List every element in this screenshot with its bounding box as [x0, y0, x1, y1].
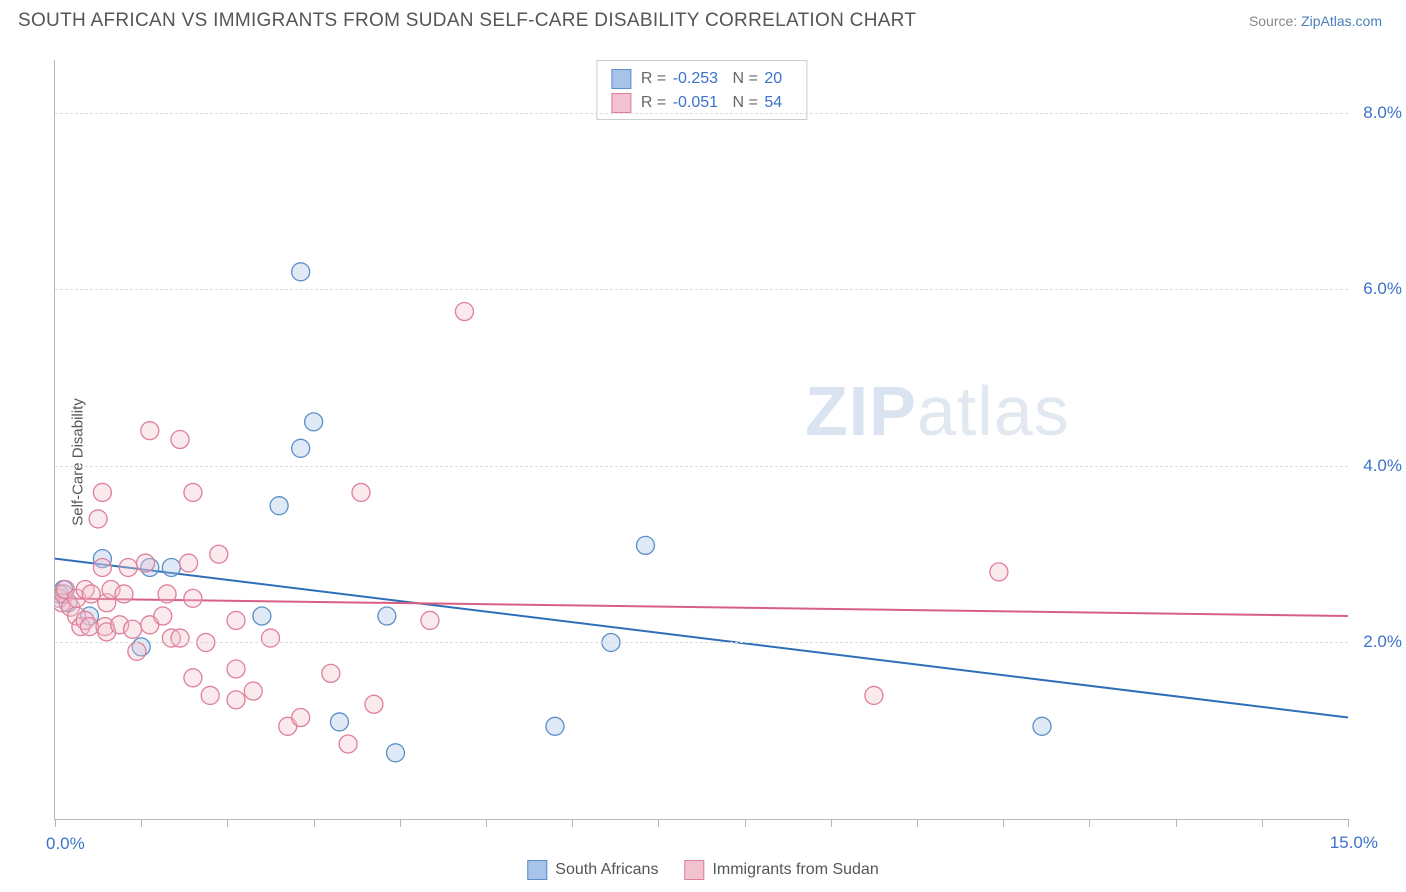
- data-point-immigrants_sudan: [339, 735, 357, 753]
- source-attribution: Source: ZipAtlas.com: [1249, 13, 1382, 29]
- data-point-immigrants_sudan: [262, 629, 280, 647]
- data-point-south_africans: [636, 536, 654, 554]
- x-tick: [314, 819, 315, 827]
- data-point-immigrants_sudan: [210, 545, 228, 563]
- trend-line-immigrants_sudan: [55, 598, 1348, 616]
- x-tick: [1262, 819, 1263, 827]
- data-point-immigrants_sudan: [119, 558, 137, 576]
- data-point-immigrants_sudan: [171, 431, 189, 449]
- y-tick-label: 4.0%: [1363, 456, 1402, 476]
- data-point-south_africans: [162, 558, 180, 576]
- series-a-label: South Africans: [555, 861, 658, 879]
- data-point-immigrants_sudan: [227, 611, 245, 629]
- data-point-immigrants_sudan: [322, 664, 340, 682]
- data-point-immigrants_sudan: [421, 611, 439, 629]
- scatter-svg: [55, 60, 1348, 819]
- data-point-south_africans: [1033, 717, 1051, 735]
- data-point-south_africans: [546, 717, 564, 735]
- x-tick: [227, 819, 228, 827]
- data-point-immigrants_sudan: [227, 660, 245, 678]
- x-tick: [486, 819, 487, 827]
- series-b-label: Immigrants from Sudan: [712, 861, 878, 879]
- data-point-south_africans: [270, 497, 288, 515]
- data-point-immigrants_sudan: [365, 695, 383, 713]
- y-tick-label: 2.0%: [1363, 632, 1402, 652]
- data-point-immigrants_sudan: [180, 554, 198, 572]
- x-tick: [1176, 819, 1177, 827]
- data-point-immigrants_sudan: [184, 483, 202, 501]
- data-point-south_africans: [378, 607, 396, 625]
- data-point-immigrants_sudan: [227, 691, 245, 709]
- legend-swatch-a: [527, 860, 547, 880]
- data-point-immigrants_sudan: [137, 554, 155, 572]
- data-point-immigrants_sudan: [115, 585, 133, 603]
- gridline: [55, 466, 1348, 467]
- data-point-immigrants_sudan: [201, 686, 219, 704]
- r-value-a: -0.253: [673, 70, 718, 87]
- correlation-legend: R = -0.253 N = 20 R = -0.051 N = 54: [596, 60, 807, 120]
- gridline: [55, 642, 1348, 643]
- data-point-immigrants_sudan: [89, 510, 107, 528]
- source-prefix: Source:: [1249, 13, 1301, 29]
- x-axis-min-label: 0.0%: [46, 834, 85, 854]
- r-label: R =: [641, 70, 666, 87]
- series-legend: South Africans Immigrants from Sudan: [527, 860, 878, 880]
- data-point-immigrants_sudan: [865, 686, 883, 704]
- data-point-immigrants_sudan: [184, 669, 202, 687]
- x-tick: [55, 819, 56, 827]
- data-point-immigrants_sudan: [154, 607, 172, 625]
- data-point-immigrants_sudan: [184, 589, 202, 607]
- data-point-immigrants_sudan: [292, 709, 310, 727]
- data-point-south_africans: [330, 713, 348, 731]
- legend-swatch-b: [611, 93, 631, 113]
- data-point-south_africans: [253, 607, 271, 625]
- x-tick: [745, 819, 746, 827]
- data-point-south_africans: [292, 263, 310, 281]
- n-label: N =: [733, 94, 758, 111]
- data-point-south_africans: [386, 744, 404, 762]
- chart-title: SOUTH AFRICAN VS IMMIGRANTS FROM SUDAN S…: [18, 10, 916, 32]
- r-value-b: -0.051: [673, 94, 718, 111]
- n-value-a: 20: [764, 70, 782, 87]
- x-tick: [917, 819, 918, 827]
- data-point-immigrants_sudan: [352, 483, 370, 501]
- y-tick-label: 8.0%: [1363, 103, 1402, 123]
- chart-container: Self-Care Disability ZIPatlas R = -0.253…: [18, 42, 1388, 882]
- gridline: [55, 113, 1348, 114]
- x-tick: [658, 819, 659, 827]
- data-point-immigrants_sudan: [128, 642, 146, 660]
- data-point-immigrants_sudan: [158, 585, 176, 603]
- data-point-immigrants_sudan: [93, 483, 111, 501]
- legend-item-a: South Africans: [527, 860, 658, 880]
- source-link[interactable]: ZipAtlas.com: [1301, 13, 1382, 29]
- x-tick: [141, 819, 142, 827]
- x-axis-max-label: 15.0%: [1330, 833, 1378, 853]
- r-label: R =: [641, 94, 666, 111]
- data-point-immigrants_sudan: [171, 629, 189, 647]
- legend-swatch-b: [684, 860, 704, 880]
- legend-row-series-a: R = -0.253 N = 20: [611, 67, 792, 91]
- gridline: [55, 289, 1348, 290]
- data-point-south_africans: [292, 439, 310, 457]
- x-tick: [572, 819, 573, 827]
- legend-swatch-a: [611, 69, 631, 89]
- data-point-immigrants_sudan: [141, 422, 159, 440]
- x-tick: [1003, 819, 1004, 827]
- legend-item-b: Immigrants from Sudan: [684, 860, 878, 880]
- data-point-immigrants_sudan: [124, 620, 142, 638]
- data-point-immigrants_sudan: [455, 303, 473, 321]
- y-tick-label: 6.0%: [1363, 279, 1402, 299]
- n-value-b: 54: [764, 94, 782, 111]
- data-point-south_africans: [305, 413, 323, 431]
- x-tick: [831, 819, 832, 827]
- data-point-immigrants_sudan: [244, 682, 262, 700]
- plot-area: ZIPatlas R = -0.253 N = 20 R = -0.051 N …: [54, 60, 1348, 820]
- n-label: N =: [733, 70, 758, 87]
- data-point-immigrants_sudan: [93, 558, 111, 576]
- x-tick: [400, 819, 401, 827]
- legend-row-series-b: R = -0.051 N = 54: [611, 91, 792, 115]
- data-point-immigrants_sudan: [990, 563, 1008, 581]
- x-tick: [1348, 819, 1349, 827]
- x-tick: [1089, 819, 1090, 827]
